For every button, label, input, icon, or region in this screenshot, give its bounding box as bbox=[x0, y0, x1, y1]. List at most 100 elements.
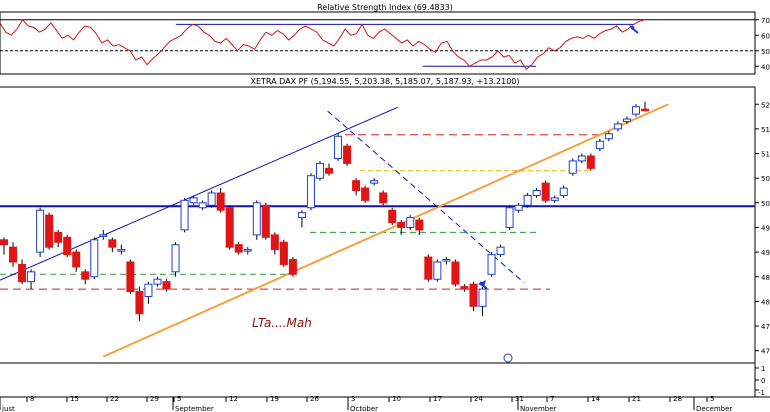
price-tick-label: 5200 bbox=[761, 101, 770, 109]
price-tick-label: 5150 bbox=[761, 126, 770, 134]
candle-body-down bbox=[451, 261, 460, 285]
candle-body-up bbox=[478, 288, 487, 307]
candle-body-up bbox=[631, 106, 640, 115]
candle bbox=[622, 116, 631, 124]
candle bbox=[279, 239, 288, 267]
candle bbox=[577, 153, 586, 164]
candle-body-down bbox=[162, 281, 171, 290]
candle bbox=[72, 249, 81, 272]
candle-body-down bbox=[225, 207, 234, 248]
candle bbox=[198, 200, 207, 211]
candle bbox=[234, 242, 243, 255]
candle-body-down bbox=[72, 251, 81, 268]
candle-body-down bbox=[460, 286, 469, 290]
candle-body-up bbox=[297, 212, 306, 219]
rsi-tick-label: 70 bbox=[761, 17, 770, 25]
date-tick-label: 19 bbox=[270, 395, 279, 403]
candle-body-up bbox=[496, 246, 505, 256]
candle bbox=[478, 286, 487, 317]
candle-body-up bbox=[117, 249, 126, 252]
date-tick-label: 26 bbox=[310, 395, 319, 403]
candle bbox=[27, 269, 36, 290]
candle-body-down bbox=[379, 192, 388, 204]
candle bbox=[180, 197, 189, 233]
candle-body-up bbox=[559, 187, 568, 196]
date-tick-label: 29 bbox=[150, 395, 159, 403]
strip-tick-label: 1 bbox=[761, 365, 765, 373]
candle bbox=[162, 279, 171, 292]
date-tick-label: 31 bbox=[515, 395, 524, 403]
candle-body-down bbox=[54, 231, 63, 243]
candle bbox=[288, 257, 297, 277]
candle-body-down bbox=[586, 155, 595, 169]
candle bbox=[604, 131, 613, 142]
candle-body-down bbox=[126, 261, 135, 293]
rsi-tick-label: 60 bbox=[761, 32, 770, 40]
rsi-series-line bbox=[0, 18, 646, 71]
candle-body-up bbox=[595, 140, 604, 150]
candle-body-down bbox=[63, 236, 72, 256]
candle bbox=[442, 257, 451, 265]
candle bbox=[433, 259, 442, 282]
candle-body-down bbox=[469, 283, 478, 307]
date-tick-label: 5 bbox=[710, 395, 714, 403]
strip-tick-label: -1 bbox=[758, 389, 765, 397]
candle-body-down bbox=[641, 108, 649, 112]
candle bbox=[36, 207, 45, 258]
candle bbox=[415, 217, 424, 235]
candle bbox=[63, 234, 72, 258]
candle bbox=[135, 286, 144, 322]
candle-body-up bbox=[315, 162, 324, 179]
candle-body-up bbox=[90, 239, 99, 278]
candle-body-up bbox=[532, 190, 541, 196]
date-axis: 8 15 22 29 5 12 19 26 3 10 17 24 31 7 14 21 28 5 just Septe… bbox=[0, 395, 732, 412]
candle-body-down bbox=[108, 239, 117, 248]
candle bbox=[306, 173, 315, 211]
candle-body-up bbox=[568, 160, 577, 174]
candle bbox=[397, 220, 406, 235]
trendline-dark-blue-dashed bbox=[327, 110, 525, 284]
candle bbox=[334, 133, 343, 161]
candle bbox=[297, 210, 306, 228]
candle-body-up bbox=[604, 133, 613, 140]
candle-body-down bbox=[361, 187, 370, 201]
candle-body-down bbox=[261, 204, 270, 238]
date-tick-label: 17 bbox=[433, 395, 442, 403]
candle bbox=[406, 215, 415, 230]
trendline-orange bbox=[103, 103, 669, 358]
lower-strip: 1 0 -1 bbox=[0, 365, 770, 398]
candle bbox=[388, 207, 397, 225]
candle-body-up bbox=[550, 197, 559, 201]
price-tick-label: 5100 bbox=[761, 151, 770, 159]
candle bbox=[216, 188, 225, 213]
candle bbox=[81, 269, 90, 285]
candle bbox=[541, 180, 550, 203]
date-tick-label: 3 bbox=[351, 395, 355, 403]
candle-body-down bbox=[270, 234, 279, 251]
candle-body-down bbox=[288, 259, 297, 275]
candle bbox=[117, 244, 126, 255]
candle-body-up bbox=[334, 135, 343, 159]
candle bbox=[153, 276, 162, 287]
candle bbox=[586, 153, 595, 171]
candle bbox=[487, 252, 496, 277]
candle bbox=[207, 190, 216, 208]
price-tick-label: 4850 bbox=[761, 274, 770, 282]
candle-body-down bbox=[397, 222, 406, 228]
date-tick-label: 21 bbox=[632, 395, 641, 403]
candle-body-up bbox=[153, 278, 162, 285]
candle bbox=[243, 247, 252, 255]
candle bbox=[379, 190, 388, 206]
candle-body-up bbox=[252, 202, 261, 236]
candle bbox=[523, 192, 532, 208]
candle-body-up bbox=[442, 259, 451, 262]
candle bbox=[0, 237, 8, 255]
date-tick-label: 12 bbox=[229, 395, 238, 403]
date-tick-label: 15 bbox=[70, 395, 79, 403]
candle-body-down bbox=[234, 244, 243, 253]
candle bbox=[144, 281, 153, 304]
month-label: December bbox=[696, 405, 732, 412]
candle bbox=[189, 195, 198, 206]
